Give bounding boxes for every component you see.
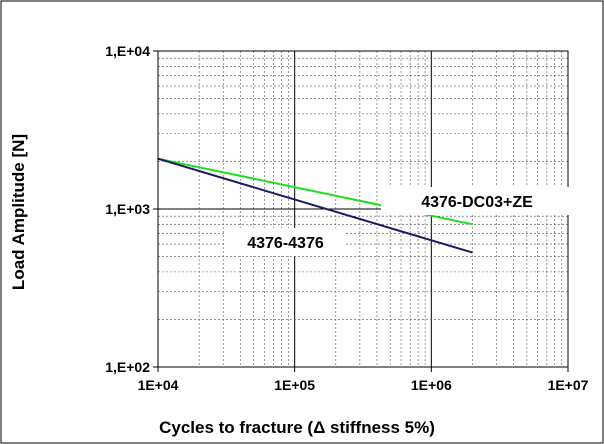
series-label-background bbox=[381, 187, 573, 215]
series-line bbox=[157, 157, 473, 254]
series-label-background bbox=[226, 228, 345, 256]
y-tick-label: 1,E+04 bbox=[105, 43, 150, 59]
y-tick-label: 1,E+02 bbox=[105, 359, 150, 375]
series-label: 4376-DC03+ZE bbox=[421, 194, 533, 211]
x-tick-label: 1E+04 bbox=[138, 377, 179, 393]
tick-labels: 1E+04 1E+05 1E+06 1E+07 1,E+02 1,E+03 1,E+04 bbox=[105, 43, 588, 393]
y-tick-label: 1,E+03 bbox=[105, 201, 150, 217]
x-tick-label: 1E+07 bbox=[548, 377, 589, 393]
series-label: 4376-4376 bbox=[247, 235, 324, 252]
x-tick-label: 1E+05 bbox=[274, 377, 315, 393]
y-axis-label: Load Amplitude [N] bbox=[9, 134, 28, 290]
x-tick-label: 1E+06 bbox=[411, 377, 452, 393]
series-labels: 4376-DC03+ZE 4376-4376 bbox=[226, 187, 573, 256]
x-axis-label: Cycles to fracture (Δ stiffness 5%) bbox=[159, 418, 435, 437]
